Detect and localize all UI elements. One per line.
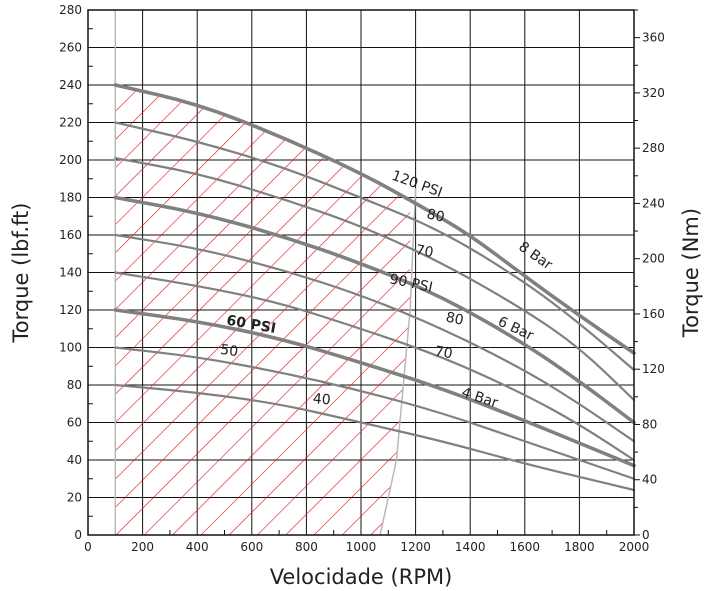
series-line-8 xyxy=(114,383,636,492)
y-tick-label-right-9: 360 xyxy=(642,31,665,45)
x-tick-label-3: 600 xyxy=(240,540,263,554)
curve-label-9: 8 Bar xyxy=(515,239,555,274)
x-tick-label-1: 200 xyxy=(131,540,154,554)
y-tick-label-right-2: 80 xyxy=(642,417,657,431)
curve-label-5: 70 xyxy=(433,344,453,363)
y-tick-label-right-0: 0 xyxy=(642,528,650,542)
plot-border xyxy=(87,9,635,536)
series-line-2 xyxy=(114,157,636,402)
y-tick-label-right-3: 120 xyxy=(642,362,665,376)
y-tick-label-left-5: 100 xyxy=(59,341,82,355)
x-tick-label-5: 1000 xyxy=(346,540,377,554)
curve-label-4: 80 xyxy=(444,310,465,329)
series-line-6 xyxy=(113,308,636,468)
x-tick-label-10: 2000 xyxy=(619,540,650,554)
y-tick-label-left-13: 260 xyxy=(59,41,82,55)
y-tick-label-left-0: 0 xyxy=(74,528,82,542)
y-tick-label-left-3: 60 xyxy=(67,416,82,430)
y-tick-label-left-2: 40 xyxy=(67,453,82,467)
operating-region xyxy=(114,10,417,536)
y-tick-label-left-8: 160 xyxy=(59,228,82,242)
x-tick-label-7: 1400 xyxy=(455,540,486,554)
series-line-7 xyxy=(114,346,636,480)
y-tick-label-right-7: 280 xyxy=(642,141,665,155)
x-tick-label-4: 800 xyxy=(295,540,318,554)
x-tick-label-2: 400 xyxy=(186,540,209,554)
x-tick-label-0: 0 xyxy=(84,540,92,554)
curve-label-2: 70 xyxy=(414,242,434,261)
y-axis-label-right: Torque (Nm) xyxy=(679,208,703,338)
y-tick-label-right-5: 200 xyxy=(642,252,665,266)
y-tick-label-left-11: 220 xyxy=(59,116,82,130)
series-line-0 xyxy=(113,83,636,355)
y-tick-label-left-9: 180 xyxy=(59,191,82,205)
curve-label-11: 4 Bar xyxy=(459,385,500,412)
x-tick-label-6: 1200 xyxy=(400,540,431,554)
y-tick-label-left-12: 240 xyxy=(59,78,82,92)
curve-label-7: 50 xyxy=(219,342,239,360)
x-axis-label: Velocidade (RPM) xyxy=(270,565,453,589)
series-group xyxy=(113,83,636,492)
y-tick-label-right-8: 320 xyxy=(642,86,665,100)
y-tick-label-left-4: 80 xyxy=(67,378,82,392)
y-tick-label-left-1: 20 xyxy=(67,491,82,505)
hatched-region xyxy=(115,85,416,535)
x-tick-label-9: 1800 xyxy=(564,540,595,554)
x-tick-label-8: 1600 xyxy=(510,540,541,554)
series-line-1 xyxy=(114,121,636,372)
y-tick-label-left-7: 140 xyxy=(59,266,82,280)
series-line-3 xyxy=(113,195,636,425)
y-tick-label-left-14: 280 xyxy=(59,3,82,17)
y-tick-label-right-6: 240 xyxy=(642,196,665,210)
curve-label-1: 80 xyxy=(425,206,446,225)
tick-labels: 0 200 400 600 800 1000 1200 1400 1600 1800 2000020… xyxy=(59,3,665,554)
curve-label-8: 40 xyxy=(312,391,331,408)
y-tick-label-left-6: 120 xyxy=(59,303,82,317)
series-line-4 xyxy=(114,233,636,443)
y-tick-label-left-10: 200 xyxy=(59,153,82,167)
y-tick-label-right-4: 160 xyxy=(642,307,665,321)
series-line-5 xyxy=(114,271,636,462)
y-tick-label-right-1: 40 xyxy=(642,473,657,487)
y-axis-label-left: Torque (lbf.ft) xyxy=(9,203,33,344)
plot-frame xyxy=(87,9,635,536)
